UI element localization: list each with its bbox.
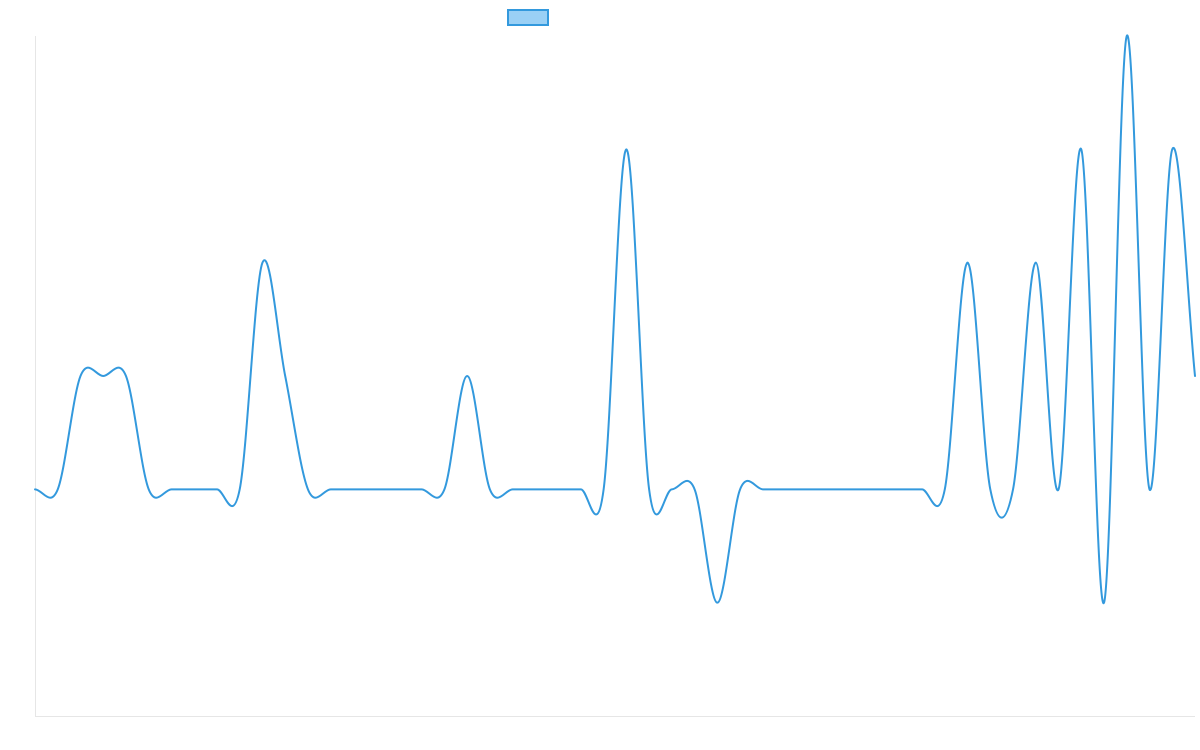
series-1-point[interactable] [146, 486, 152, 492]
series-1-point[interactable] [373, 486, 379, 492]
chart-axes [35, 36, 1195, 717]
series-1-point[interactable] [1078, 146, 1084, 152]
series-1-point[interactable] [1033, 260, 1039, 266]
series-1-point[interactable] [919, 486, 925, 492]
legend-swatch-series-1[interactable] [507, 9, 549, 26]
series-1-point[interactable] [623, 146, 629, 152]
series-1-point[interactable] [692, 486, 698, 492]
series-1-point[interactable] [350, 486, 356, 492]
series-1-point[interactable] [760, 486, 766, 492]
series-1-line [34, 34, 1196, 604]
series-1-point[interactable] [851, 486, 857, 492]
series-1-point[interactable] [32, 486, 38, 492]
series-1-point[interactable] [987, 486, 993, 492]
series-1-point[interactable] [123, 373, 129, 379]
series-1-point[interactable] [896, 486, 902, 492]
series-1-point[interactable] [510, 486, 516, 492]
series-layer [32, 33, 1198, 606]
series-1-point[interactable] [191, 486, 197, 492]
series-1-point[interactable] [828, 486, 834, 492]
series-1-point[interactable] [259, 260, 265, 266]
series-1-point[interactable] [601, 486, 607, 492]
series-1-point[interactable] [1056, 486, 1062, 492]
series-1-point[interactable] [874, 486, 880, 492]
series-1-point[interactable] [77, 373, 83, 379]
series-1-point[interactable] [396, 486, 402, 492]
series-1-point[interactable] [965, 260, 971, 266]
series-1-point[interactable] [441, 486, 447, 492]
series-1-point[interactable] [942, 486, 948, 492]
series-1-point[interactable] [737, 486, 743, 492]
series-1-point[interactable] [532, 486, 538, 492]
series-1-point[interactable] [282, 373, 288, 379]
series-1-point[interactable] [100, 373, 106, 379]
series-1-point[interactable] [714, 600, 720, 606]
series-1-point[interactable] [464, 373, 470, 379]
series-1-point[interactable] [328, 486, 334, 492]
series-1-point[interactable] [487, 486, 493, 492]
series-1-point[interactable] [1101, 600, 1107, 606]
series-1-point[interactable] [305, 486, 311, 492]
series-1-point[interactable] [237, 486, 243, 492]
series-1-point[interactable] [55, 486, 61, 492]
legend[interactable] [507, 9, 549, 26]
series-1-point[interactable] [1124, 33, 1130, 39]
series-1-point[interactable] [555, 486, 561, 492]
series-1-point[interactable] [1010, 486, 1016, 492]
series-1-point[interactable] [419, 486, 425, 492]
series-1-point[interactable] [1192, 373, 1198, 379]
series-1-point[interactable] [578, 486, 584, 492]
series-1-point[interactable] [646, 486, 652, 492]
series-1-point[interactable] [1169, 146, 1175, 152]
series-1-point[interactable] [783, 486, 789, 492]
series-1-point[interactable] [805, 486, 811, 492]
series-1-point[interactable] [214, 486, 220, 492]
series-1-point[interactable] [669, 486, 675, 492]
series-1-point[interactable] [168, 486, 174, 492]
series-1-point[interactable] [1147, 486, 1153, 492]
